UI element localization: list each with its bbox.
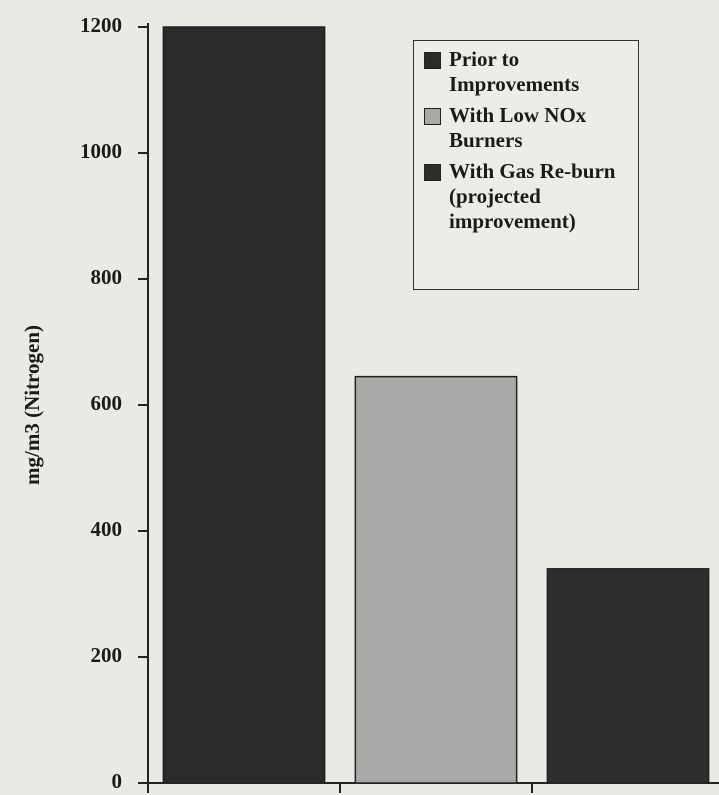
legend: Prior to Improvements With Low NOx Burner…	[413, 40, 639, 290]
legend-label: With Gas Re-burn (projected improvement)	[449, 159, 616, 233]
y-tick-label: 800	[91, 265, 123, 289]
legend-swatch	[424, 164, 441, 181]
y-tick-label: 0	[112, 769, 123, 793]
y-tick-label: 600	[91, 391, 123, 415]
y-tick-label: 1000	[80, 139, 122, 163]
legend-label: With Low NOx Burners	[449, 103, 587, 152]
y-axis-label: mg/m3 (Nitrogen)	[20, 325, 44, 485]
legend-label: Prior to Improvements	[449, 47, 580, 96]
bar	[354, 375, 518, 784]
legend-swatch	[424, 108, 441, 125]
legend-entry: Prior to Improvements	[422, 47, 630, 97]
y-tick-label: 200	[91, 643, 123, 667]
y-tick-label: 1200	[80, 13, 122, 37]
y-tick-label: 400	[91, 517, 123, 541]
bar	[162, 26, 326, 784]
legend-entry: With Gas Re-burn (projected improvement)	[422, 159, 630, 234]
bar	[546, 568, 710, 784]
legend-entry: With Low NOx Burners	[422, 103, 630, 153]
legend-swatch	[424, 52, 441, 69]
